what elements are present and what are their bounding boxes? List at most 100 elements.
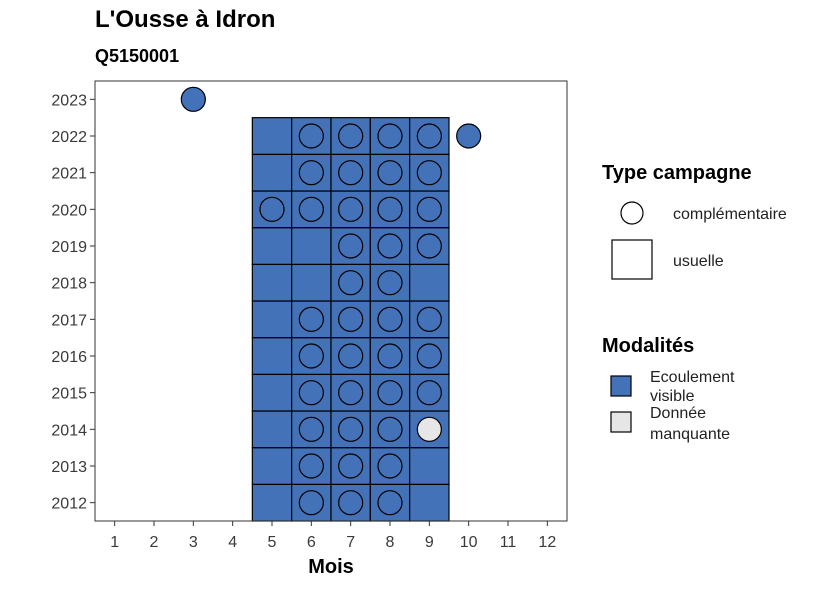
circle-mark — [338, 306, 364, 332]
circle-mark — [338, 270, 364, 296]
legend: Type campagne complémentaire usuelle Mod… — [602, 162, 787, 443]
legend-key-square — [611, 239, 653, 280]
legend-label-complementaire: complémentaire — [673, 206, 787, 223]
circle-mark — [298, 196, 324, 222]
circle-mark — [377, 123, 403, 149]
circle-mark — [416, 306, 442, 332]
circle-mark — [416, 160, 442, 186]
x-tick-label: 5 — [268, 534, 277, 551]
x-tick-label: 9 — [425, 534, 434, 551]
square-mark — [291, 227, 332, 265]
x-tick-label: 7 — [346, 534, 355, 551]
y-tick-label: 2013 — [51, 459, 87, 476]
x-tick-label: 1 — [110, 534, 119, 551]
circle-mark — [377, 380, 403, 406]
square-mark — [251, 263, 293, 302]
legend-key-circle — [620, 201, 644, 225]
circle-mark — [416, 380, 442, 406]
y-tick-label: 2018 — [51, 276, 87, 293]
x-axis-title: Mois — [308, 556, 354, 578]
y-tick-label: 2020 — [51, 202, 87, 219]
circle-mark — [416, 233, 442, 259]
circle-mark — [298, 123, 324, 149]
square-mark — [251, 410, 293, 449]
circle-mark — [338, 160, 364, 186]
legend-title-type-campagne: Type campagne — [602, 162, 752, 184]
circle-mark — [416, 416, 442, 442]
plot-marks — [180, 86, 482, 522]
square-mark — [251, 337, 293, 375]
x-tick-label: 11 — [500, 534, 517, 551]
circle-mark — [338, 380, 364, 406]
legend-key-ecoulement-visible — [610, 375, 632, 397]
circle-mark — [338, 490, 364, 516]
square-mark — [251, 117, 293, 155]
circle-mark — [377, 233, 403, 259]
circle-mark — [416, 196, 442, 222]
circle-mark — [377, 270, 403, 296]
circle-mark — [377, 306, 403, 332]
circle-mark — [338, 196, 364, 222]
square-mark — [291, 263, 332, 302]
legend-label-usuelle: usuelle — [673, 253, 724, 270]
circle-mark — [456, 123, 482, 149]
circle-mark — [298, 306, 324, 332]
y-tick-label: 2019 — [51, 239, 87, 256]
square-mark — [251, 153, 293, 192]
y-tick-label: 2017 — [51, 312, 87, 329]
circle-mark — [180, 86, 206, 112]
circle-mark — [377, 416, 403, 442]
chart-subtitle: Q5150001 — [95, 46, 180, 66]
x-axis: 1 2 3 4 5 6 7 8 9 10 11 12 — [110, 521, 556, 551]
circle-mark — [298, 160, 324, 186]
x-tick-label: 4 — [228, 534, 237, 551]
y-tick-label: 2022 — [51, 129, 87, 146]
circle-mark — [298, 380, 324, 406]
circle-mark — [338, 123, 364, 149]
circle-mark — [298, 343, 324, 369]
circle-mark — [377, 490, 403, 516]
circle-mark — [377, 343, 403, 369]
circle-mark — [377, 196, 403, 222]
circle-mark — [377, 160, 403, 186]
legend-label-donnee-line2: manquante — [650, 426, 730, 443]
square-mark — [409, 263, 450, 302]
circle-mark — [338, 233, 364, 259]
legend-key-donnee-manquante — [610, 411, 632, 433]
circle-mark — [416, 343, 442, 369]
circle-mark — [377, 453, 403, 479]
legend-title-modalites: Modalités — [602, 335, 694, 357]
x-tick-label: 12 — [538, 534, 556, 551]
circle-mark — [298, 453, 324, 479]
square-mark — [409, 483, 450, 522]
square-mark — [251, 300, 293, 339]
x-tick-label: 8 — [386, 534, 395, 551]
x-tick-label: 10 — [460, 534, 478, 551]
plot-panel-border — [94, 80, 568, 522]
circle-mark — [298, 490, 324, 516]
y-tick-label: 2023 — [51, 92, 87, 109]
legend-label-donnee-line1: Donnée — [650, 405, 706, 422]
legend-label-ecoulement-line2: visible — [650, 388, 695, 405]
y-tick-label: 2021 — [51, 166, 87, 183]
circle-mark — [338, 343, 364, 369]
circle-mark — [338, 416, 364, 442]
x-tick-label: 3 — [189, 534, 198, 551]
y-tick-label: 2012 — [51, 496, 87, 513]
square-mark — [251, 227, 293, 265]
legend-label-ecoulement-line1: Ecoulement — [650, 369, 735, 386]
y-axis: 2012 2013 2014 2015 2016 2017 2018 2019 2020 2021… — [51, 92, 95, 513]
circle-mark — [259, 196, 285, 222]
circle-mark — [338, 453, 364, 479]
y-tick-label: 2015 — [51, 386, 87, 403]
circle-mark — [416, 123, 442, 149]
y-tick-label: 2016 — [51, 349, 87, 366]
circle-mark — [298, 416, 324, 442]
x-tick-label: 6 — [307, 534, 316, 551]
square-mark — [409, 447, 450, 485]
square-mark — [251, 447, 293, 485]
square-mark — [251, 483, 293, 522]
square-mark — [251, 373, 293, 412]
y-tick-label: 2014 — [51, 422, 87, 439]
